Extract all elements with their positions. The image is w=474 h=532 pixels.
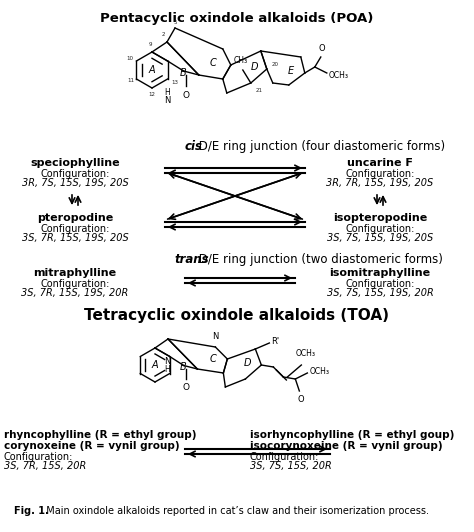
Text: OCH₃: OCH₃ (329, 71, 349, 79)
Text: Configuration:: Configuration: (4, 452, 73, 462)
Text: 5: 5 (173, 20, 177, 24)
Text: Configuration:: Configuration: (346, 169, 415, 179)
Text: 21: 21 (255, 88, 262, 94)
Text: N: N (164, 356, 171, 365)
Text: 20: 20 (271, 62, 278, 68)
Text: mitraphylline: mitraphylline (34, 268, 117, 278)
Text: O: O (182, 384, 189, 393)
Text: B: B (180, 362, 187, 372)
Text: 3R, 7S, 15S, 19S, 20S: 3R, 7S, 15S, 19S, 20S (22, 178, 128, 188)
Text: rhyncophylline (R = ethyl group): rhyncophylline (R = ethyl group) (4, 430, 197, 440)
Text: R': R' (271, 337, 280, 345)
Text: B: B (180, 68, 186, 78)
Text: Configuration:: Configuration: (250, 452, 319, 462)
Text: 13: 13 (171, 80, 178, 86)
Text: C: C (210, 354, 217, 364)
Text: uncarine F: uncarine F (347, 158, 413, 168)
Text: O: O (297, 395, 304, 404)
Text: 12: 12 (148, 93, 155, 97)
Text: D: D (244, 358, 251, 368)
Text: D/E ring junction (four diastomeric forms): D/E ring junction (four diastomeric form… (195, 140, 445, 153)
Text: isocorynoxeine (R = vynil group): isocorynoxeine (R = vynil group) (250, 441, 443, 451)
Text: N: N (212, 332, 219, 341)
Text: Fig. 1.: Fig. 1. (14, 506, 49, 516)
Text: cis: cis (185, 140, 203, 153)
Text: N: N (164, 96, 171, 105)
Text: isorhyncophylline (R = ethyl goup): isorhyncophylline (R = ethyl goup) (250, 430, 455, 440)
Text: isomitraphylline: isomitraphylline (329, 268, 430, 278)
Text: Pentacyclic oxindole alkaloids (POA): Pentacyclic oxindole alkaloids (POA) (100, 12, 374, 25)
Text: 3R, 7R, 15S, 19S, 20S: 3R, 7R, 15S, 19S, 20S (327, 178, 434, 188)
Text: 3S, 7S, 15S, 19S, 20S: 3S, 7S, 15S, 19S, 20S (327, 233, 433, 243)
Text: OCH₃: OCH₃ (295, 348, 315, 358)
Text: H: H (164, 365, 170, 375)
Text: Configuration:: Configuration: (40, 224, 109, 234)
Text: Main oxindole alkaloids reported in cat’s claw and their isomerization process.: Main oxindole alkaloids reported in cat’… (40, 506, 429, 516)
Text: A: A (149, 65, 155, 75)
Text: OCH₃: OCH₃ (310, 367, 329, 376)
Text: 10: 10 (126, 56, 133, 62)
Text: speciophylline: speciophylline (30, 158, 120, 168)
Text: Configuration:: Configuration: (40, 169, 109, 179)
Text: corynoxeine (R = vynil group): corynoxeine (R = vynil group) (4, 441, 180, 451)
Text: A: A (152, 360, 158, 370)
Text: O: O (182, 91, 189, 100)
Text: trans: trans (175, 253, 210, 266)
Text: 3S, 7R, 15S, 19S, 20S: 3S, 7R, 15S, 19S, 20S (22, 233, 128, 243)
Text: 2: 2 (161, 31, 165, 37)
Text: isopteropodine: isopteropodine (333, 213, 427, 223)
Text: Tetracyclic oxindole alkaloids (TOA): Tetracyclic oxindole alkaloids (TOA) (84, 308, 390, 323)
Text: pteropodine: pteropodine (37, 213, 113, 223)
Text: O: O (319, 44, 325, 53)
Text: Configuration:: Configuration: (346, 279, 415, 289)
Text: CH₃: CH₃ (234, 56, 248, 65)
Text: 3S, 7S, 15S, 20R: 3S, 7S, 15S, 20R (250, 461, 332, 471)
Text: 3S, 7S, 15S, 19S, 20R: 3S, 7S, 15S, 19S, 20R (327, 288, 433, 298)
Text: Configuration:: Configuration: (346, 224, 415, 234)
Text: D: D (251, 62, 258, 72)
Text: E: E (288, 66, 294, 76)
Text: C: C (210, 58, 216, 68)
Text: D/E ring junction (two diastomeric forms): D/E ring junction (two diastomeric forms… (195, 253, 443, 266)
Text: 11: 11 (127, 79, 134, 84)
Text: 3S, 7R, 15S, 19S, 20R: 3S, 7R, 15S, 19S, 20R (21, 288, 128, 298)
Text: 3S, 7R, 15S, 20R: 3S, 7R, 15S, 20R (4, 461, 86, 471)
Text: H: H (164, 88, 171, 97)
Text: Configuration:: Configuration: (40, 279, 109, 289)
Text: 9: 9 (148, 41, 152, 46)
